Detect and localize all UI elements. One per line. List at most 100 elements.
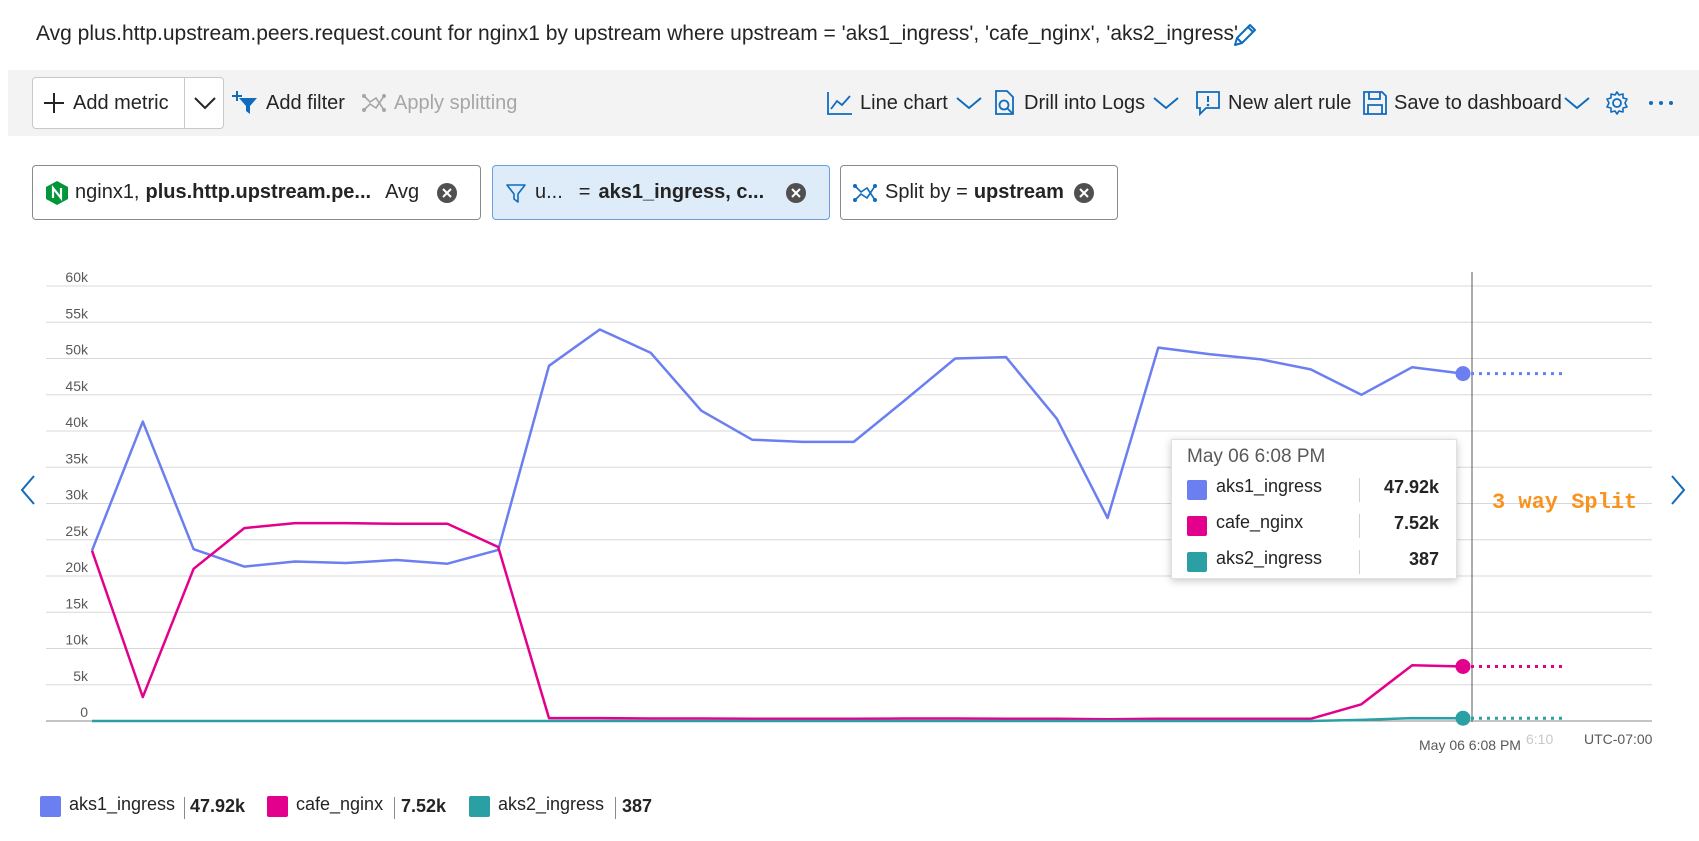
chevron-down-icon	[1564, 97, 1590, 110]
y-axis-ticks: 0 5k 10k 15k 20k 25k 30k 35k 40k 45k 50k 55k 60k	[65, 269, 89, 720]
filter-icon	[232, 91, 257, 114]
toolbar: Add metric Add filter Apply splitting Li…	[8, 70, 1699, 136]
tooltip-series-name: cafe_nginx	[1216, 512, 1304, 532]
x-axis-tick-label: 6:10	[1526, 731, 1554, 747]
series-line-aks2_ingress	[92, 716, 1464, 723]
filter-pill-property: u...	[535, 181, 563, 203]
x-axis-cursor-label: May 06 6:08 PM	[1419, 737, 1521, 753]
filter-pill-values: aks1_ingress, c...	[598, 181, 765, 203]
filter-pill-operator: =	[578, 181, 591, 203]
chart-series	[90, 328, 1566, 726]
series-color-swatch	[1187, 516, 1207, 536]
drill-into-logs-button[interactable]: Drill into Logs	[992, 70, 1187, 136]
next-time-button[interactable]	[1664, 470, 1694, 510]
chevron-down-icon	[1153, 97, 1179, 110]
series-point-cafe_nginx[interactable]	[1455, 658, 1471, 674]
line-chart-button[interactable]: Line chart	[826, 70, 990, 136]
series-point-aks1_ingress[interactable]	[1455, 366, 1471, 382]
y-tick-label: 45k	[65, 378, 89, 394]
split-pill[interactable]: Split by = upstream	[840, 165, 1118, 220]
close-icon[interactable]	[1073, 182, 1095, 204]
new-alert-rule-label: New alert rule	[1228, 91, 1352, 114]
y-tick-label: 40k	[65, 414, 89, 430]
save-icon	[1363, 91, 1387, 115]
timezone-label: UTC-07:00	[1584, 731, 1653, 747]
pencil-icon[interactable]	[1230, 20, 1260, 50]
chart-tooltip: May 06 6:08 PM aks1_ingress 47.92k cafe_…	[1171, 439, 1457, 579]
more-icon[interactable]	[1648, 70, 1680, 136]
y-tick-label: 10k	[65, 632, 89, 648]
line-chart-label: Line chart	[860, 91, 948, 114]
alert-icon	[1196, 91, 1220, 117]
tooltip-separator	[1359, 550, 1360, 574]
add-filter-label: Add filter	[266, 91, 345, 114]
splitting-icon	[362, 94, 386, 112]
apply-splitting-label: Apply splitting	[394, 91, 518, 114]
series-line-cafe_nginx	[90, 521, 1464, 721]
split-pill-dimension: upstream	[973, 181, 1064, 203]
tooltip-separator	[1359, 514, 1360, 538]
y-tick-label: 5k	[73, 668, 89, 684]
add-metric-dropdown-button[interactable]	[184, 78, 224, 128]
plus-icon	[44, 93, 64, 113]
tooltip-series-value: 387	[1408, 549, 1439, 569]
y-tick-label: 50k	[65, 342, 89, 358]
filter-pill[interactable]: u... = aks1_ingress, c...	[492, 165, 830, 220]
save-to-dashboard-label: Save to dashboard	[1394, 91, 1562, 114]
y-tick-label: 25k	[65, 523, 89, 539]
y-tick-label: 30k	[65, 487, 89, 503]
split-pill-prefix: Split by =	[885, 181, 968, 203]
series-color-swatch	[469, 796, 490, 817]
apply-splitting-button[interactable]: Apply splitting	[362, 70, 517, 136]
tooltip-series-value: 47.92k	[1383, 477, 1439, 497]
line-chart-icon	[827, 92, 852, 115]
legend-series-name: cafe_nginx	[296, 794, 384, 814]
metric-pill-metric: plus.http.upstream.pe...	[145, 181, 372, 203]
legend-series-name: aks2_ingress	[498, 794, 605, 814]
series-point-aks2_ingress[interactable]	[1455, 710, 1471, 726]
logs-icon	[995, 90, 1014, 115]
series-color-swatch	[40, 796, 61, 817]
tooltip-series-value: 7.52k	[1393, 513, 1439, 533]
splitting-icon	[853, 183, 877, 202]
gear-icon[interactable]	[1604, 70, 1636, 136]
legend-series-value: 47.92k	[190, 796, 246, 816]
tooltip-row: aks2_ingress 387	[1187, 546, 1443, 576]
y-tick-label: 35k	[65, 450, 89, 466]
legend-series-value: 387	[622, 796, 653, 816]
filter-icon	[506, 183, 526, 203]
previous-time-button[interactable]	[12, 470, 42, 510]
split-annotation: 3 way Split	[1492, 490, 1638, 515]
add-filter-button[interactable]: Add filter	[232, 70, 345, 136]
add-metric-label: Add metric	[73, 91, 169, 114]
drill-into-logs-label: Drill into Logs	[1024, 91, 1146, 114]
close-icon[interactable]	[785, 182, 807, 204]
add-metric-button[interactable]: Add metric	[33, 78, 184, 128]
tooltip-series-name: aks2_ingress	[1216, 548, 1323, 568]
y-tick-label: 60k	[65, 269, 89, 285]
chevron-down-icon	[193, 97, 216, 110]
tooltip-time: May 06 6:08 PM	[1187, 446, 1326, 467]
chart-title: Avg plus.http.upstream.peers.request.cou…	[36, 22, 1239, 45]
chevron-left-icon	[20, 475, 35, 505]
metric-pill[interactable]: nginx1, plus.http.upstream.pe... Avg	[32, 165, 481, 220]
chevron-down-icon	[956, 97, 982, 110]
chevron-right-icon	[1671, 475, 1686, 505]
y-tick-label: 15k	[65, 595, 89, 611]
add-metric-group: Add metric	[32, 77, 224, 129]
series-color-swatch	[1187, 480, 1207, 500]
series-line-aks1_ingress	[90, 328, 1464, 568]
new-alert-rule-button[interactable]: New alert rule	[1194, 70, 1351, 136]
legend-separator	[394, 797, 395, 819]
legend-series-name: aks1_ingress	[69, 794, 176, 814]
close-icon[interactable]	[436, 182, 458, 204]
legend-separator	[615, 797, 616, 819]
y-tick-label: 0	[80, 704, 88, 720]
nginx-logo-icon	[46, 180, 68, 205]
save-to-dashboard-button[interactable]: Save to dashboard	[1362, 70, 1598, 136]
metric-pill-resource: nginx1,	[75, 181, 140, 203]
tooltip-row: aks1_ingress 47.92k	[1187, 474, 1443, 504]
chart-header: Avg plus.http.upstream.peers.request.cou…	[8, 0, 1699, 70]
tooltip-series-name: aks1_ingress	[1216, 476, 1323, 496]
